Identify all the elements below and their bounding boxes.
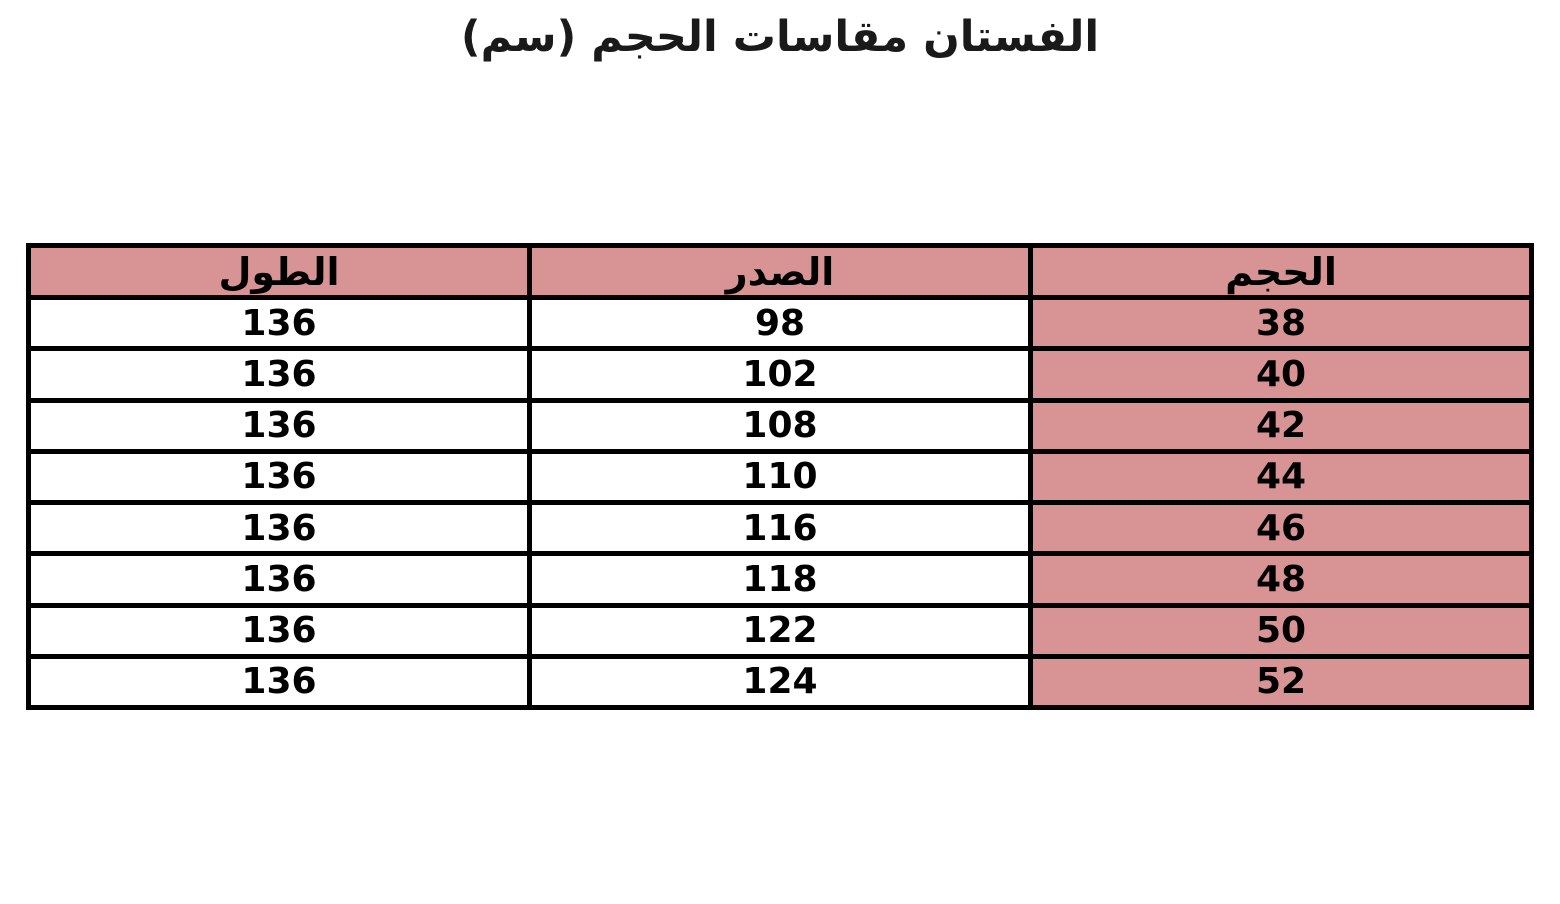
table-cell-size: 42 (1028, 397, 1534, 454)
table-cell-length: 136 (26, 346, 532, 403)
table-cell-chest: 116 (527, 499, 1033, 557)
table-cell-length: 136 (26, 294, 532, 352)
table-cell-chest: 102 (527, 346, 1033, 403)
column-header-size: الحجم (1028, 243, 1534, 300)
table-cell-length: 136 (26, 448, 532, 506)
table-cell-chest: 124 (527, 653, 1033, 711)
table-cell-size: 40 (1028, 346, 1534, 403)
table-cell-size: 38 (1028, 294, 1534, 352)
table-row: 40 102 136 (26, 346, 1534, 403)
header-row: الحجم الصدر الطول (26, 243, 1534, 300)
table-cell-length: 136 (26, 653, 532, 711)
table-row: 50 122 136 (26, 602, 1534, 659)
size-table-body: 38 98 136 40 102 136 42 108 136 44 110 1… (26, 294, 1534, 711)
table-cell-length: 136 (26, 397, 532, 454)
table-cell-size: 52 (1028, 653, 1534, 711)
table-cell-chest: 110 (527, 448, 1033, 506)
table-cell-chest: 98 (527, 294, 1033, 352)
table-row: 46 116 136 (26, 499, 1534, 557)
table-cell-length: 136 (26, 602, 532, 659)
size-table: الحجم الصدر الطول 38 98 136 40 102 136 4… (26, 243, 1534, 711)
table-row: 44 110 136 (26, 448, 1534, 506)
table-cell-length: 136 (26, 499, 532, 557)
table-cell-length: 136 (26, 551, 532, 608)
table-row: 42 108 136 (26, 397, 1534, 454)
table-row: 52 124 136 (26, 653, 1534, 711)
size-table-header: الحجم الصدر الطول (26, 243, 1534, 300)
table-row: 38 98 136 (26, 294, 1534, 352)
table-cell-chest: 118 (527, 551, 1033, 608)
table-cell-size: 44 (1028, 448, 1534, 506)
table-cell-chest: 108 (527, 397, 1033, 454)
column-header-chest: الصدر (527, 243, 1033, 300)
column-header-length: الطول (26, 243, 532, 300)
page-title: الفستان مقاسات الحجم (سم) (460, 12, 1100, 62)
table-cell-chest: 122 (527, 602, 1033, 659)
table-cell-size: 50 (1028, 602, 1534, 659)
table-row: 48 118 136 (26, 551, 1534, 608)
table-cell-size: 48 (1028, 551, 1534, 608)
table-cell-size: 46 (1028, 499, 1534, 557)
